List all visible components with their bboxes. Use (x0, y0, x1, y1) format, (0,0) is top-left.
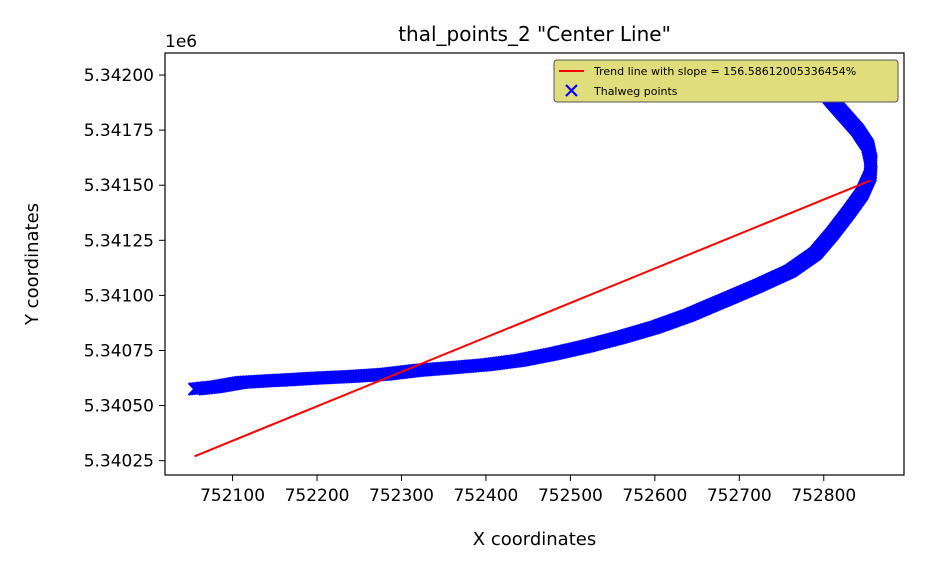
x-ticks: 752100 752200 752300 752400 752500 752600 7527… (200, 475, 856, 506)
legend-label-trend-line: Trend line with slope = 156.586120053364… (593, 65, 856, 78)
x-tick-label: 752300 (369, 486, 434, 506)
plot-frame (164, 52, 905, 476)
plot-area (187, 66, 878, 458)
y-tick-label: 5.34050 (84, 397, 154, 417)
legend-thalweg-marker-icon (565, 84, 578, 97)
y-axis-offset-text: 1e6 (165, 32, 197, 52)
y-tick-label: 5.34150 (84, 176, 154, 196)
legend-box (553, 59, 899, 103)
y-tick-label: 5.34200 (84, 66, 154, 86)
trend-line (194, 179, 871, 458)
x-tick-label: 752400 (453, 486, 518, 506)
x-axis-label: X coordinates (473, 529, 596, 550)
x-tick-label: 752200 (285, 486, 350, 506)
y-axis-label: Y coordinates (22, 203, 43, 326)
legend-marker-path (565, 84, 578, 97)
y-tick-label: 5.34075 (84, 341, 154, 361)
x-tick-label: 752700 (707, 486, 772, 506)
legend: Trend line with slope = 156.586120053364… (553, 59, 899, 103)
legend-label-thalweg-points: Thalweg points (593, 85, 678, 98)
y-ticks: 5.34025 5.34050 5.34075 5.34100 5.34125 5.341… (84, 66, 165, 472)
x-tick-label: 752600 (622, 486, 687, 506)
y-tick-label: 5.34025 (84, 452, 154, 472)
series-thalweg-points (187, 66, 878, 396)
y-tick-label: 5.34125 (84, 231, 154, 251)
y-tick-label: 5.34175 (84, 121, 154, 141)
chart-title: thal_points_2 "Center Line" (398, 22, 671, 46)
x-tick-label: 752500 (538, 486, 603, 506)
y-tick-label: 5.34100 (84, 286, 154, 306)
x-tick-label: 752800 (791, 486, 856, 506)
x-tick-label: 752100 (200, 486, 265, 506)
